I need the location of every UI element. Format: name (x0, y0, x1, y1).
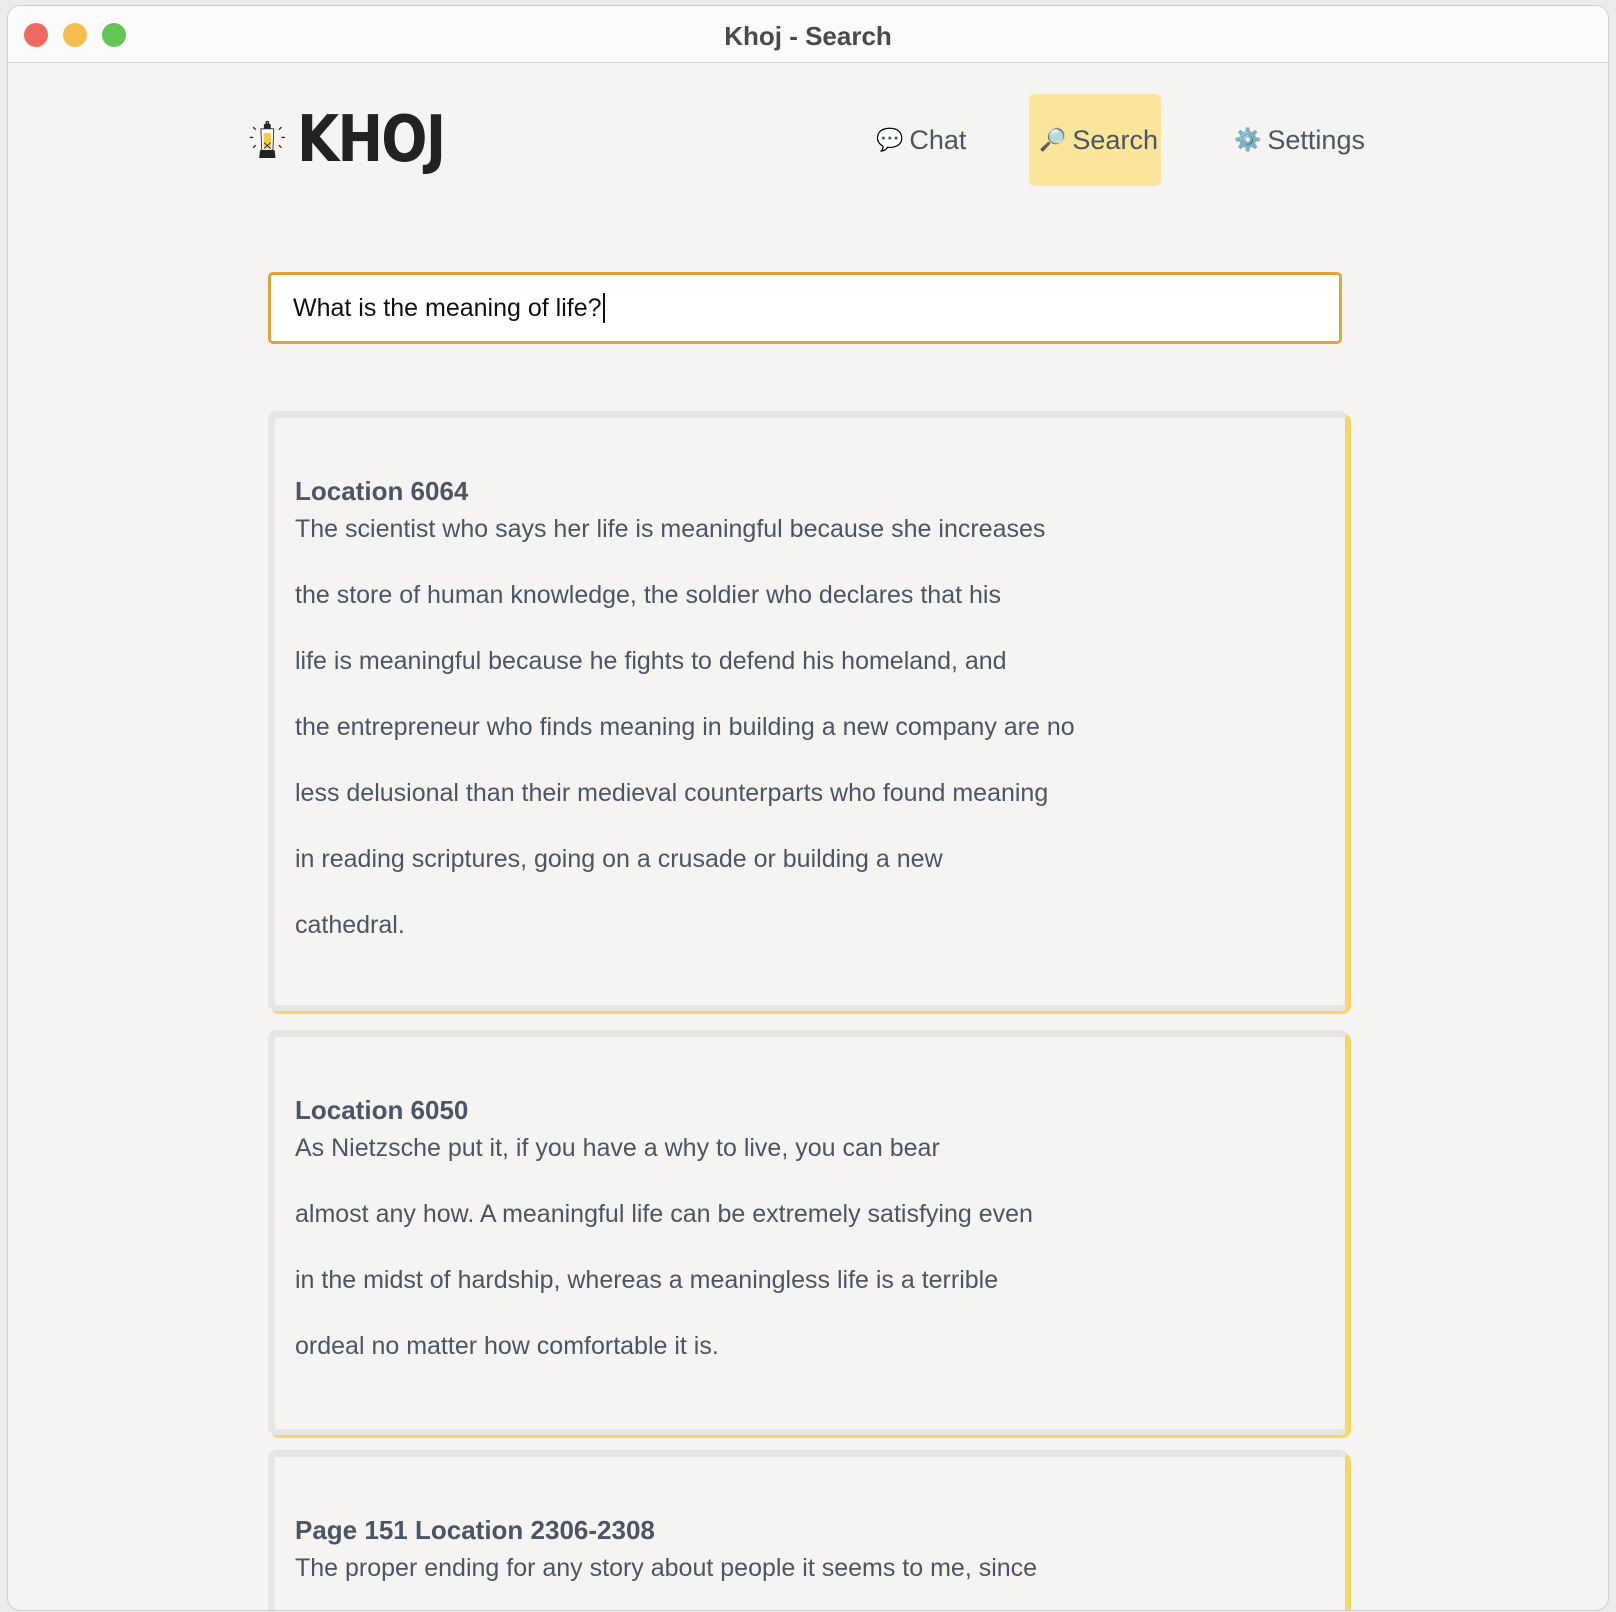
khoj-logo[interactable]: KHOJ (248, 94, 470, 186)
search-input[interactable]: What is the meaning of life? (268, 272, 1342, 344)
zoom-button[interactable] (102, 23, 126, 47)
minimize-button[interactable] (63, 23, 87, 47)
result-card[interactable]: Page 151 Location 2306-2308 The proper e… (268, 1450, 1348, 1610)
result-line: the entrepreneur who finds meaning in bu… (295, 713, 1075, 741)
result-line: less delusional than their medieval coun… (295, 779, 1049, 807)
close-button[interactable] (24, 23, 48, 47)
speech-bubble-icon: 💬 (876, 127, 904, 152)
result-line: the store of human knowledge, the soldie… (295, 581, 1001, 609)
result-line: in reading scriptures, going on a crusad… (295, 845, 943, 873)
result-line: almost any how. A meaningful life can be… (295, 1200, 1033, 1228)
nav-chat[interactable]: 💬 Chat (866, 94, 976, 186)
result-line: ordeal no matter how comfortable it is. (295, 1332, 719, 1360)
window-title: Khoj - Search (724, 21, 892, 51)
gear-icon: ⚙️ (1234, 127, 1262, 152)
result-card[interactable]: Location 6064 The scientist who says her… (268, 411, 1348, 1011)
result-line: The proper ending for any story about pe… (295, 1554, 1038, 1582)
result-line: in the midst of hardship, whereas a mean… (295, 1266, 999, 1294)
lantern-icon (249, 120, 285, 159)
text-caret (602, 293, 605, 323)
app-window: Khoj - Search KHOJ 💬 Chat 🔎 Search ⚙️ Se… (8, 6, 1608, 1610)
logo-text: KHOJ (296, 103, 446, 177)
result-heading: Location 6050 (295, 1095, 469, 1125)
result-heading: Location 6064 (295, 476, 469, 506)
search-query: What is the meaning of life? (293, 293, 602, 322)
magnifier-icon: 🔎 (1039, 127, 1067, 152)
result-line: As Nietzsche put it, if you have a why t… (295, 1134, 940, 1162)
nav-settings[interactable]: ⚙️ Settings (1224, 94, 1375, 186)
result-line: cathedral. (295, 911, 405, 939)
result-card[interactable]: Location 6050 As Nietzsche put it, if yo… (268, 1030, 1348, 1435)
nav-search[interactable]: 🔎 Search (1029, 94, 1161, 186)
title-bar: Khoj - Search (8, 6, 1608, 63)
nav-settings-label: Settings (1267, 124, 1365, 155)
result-line: life is meaningful because he fights to … (295, 647, 1007, 675)
result-line: The scientist who says her life is meani… (295, 515, 1046, 543)
result-heading: Page 151 Location 2306-2308 (295, 1515, 655, 1545)
nav-chat-label: Chat (909, 124, 967, 155)
nav-search-label: Search (1072, 124, 1158, 155)
